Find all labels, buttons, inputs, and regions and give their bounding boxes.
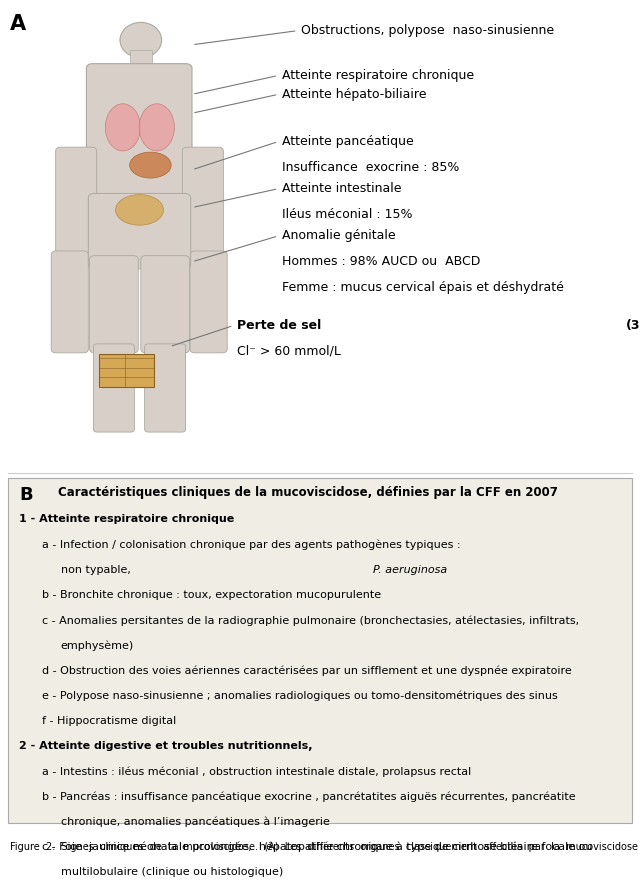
Text: a - Infection / colonisation chronique par des agents pathogènes typiques :: a - Infection / colonisation chronique p…	[42, 539, 464, 550]
Text: multilobulaire (clinique ou histologique): multilobulaire (clinique ou histologique…	[61, 867, 283, 878]
Text: Caractéristiques cliniques de la mucoviscidose, définies par la CFF en 2007: Caractéristiques cliniques de la mucovis…	[58, 486, 557, 498]
Bar	[130, 50, 152, 69]
Text: Atteinte hépato-biliaire: Atteinte hépato-biliaire	[282, 88, 430, 101]
FancyBboxPatch shape	[90, 255, 138, 352]
Text: Cl⁻ > 60 mmol/L: Cl⁻ > 60 mmol/L	[237, 345, 340, 358]
Text: Insufficance  exocrine : 85%: Insufficance exocrine : 85%	[282, 161, 459, 174]
Ellipse shape	[105, 104, 141, 151]
FancyBboxPatch shape	[88, 193, 191, 269]
FancyBboxPatch shape	[86, 64, 192, 203]
Bar	[99, 354, 154, 387]
Text: A: A	[10, 14, 26, 34]
Text: Obstructions, polypose  naso-sinusienne: Obstructions, polypose naso-sinusienne	[301, 24, 558, 37]
Text: P. aeruginosa: P. aeruginosa	[372, 564, 447, 575]
Text: Femme : mucus cervical épais et déshydraté: Femme : mucus cervical épais et déshydra…	[282, 281, 563, 295]
FancyBboxPatch shape	[190, 251, 227, 352]
FancyBboxPatch shape	[182, 147, 223, 258]
Text: Perte de sel: Perte de sel	[237, 319, 325, 332]
Text: 1 - Atteinte respiratoire chronique: 1 - Atteinte respiratoire chronique	[19, 514, 234, 524]
Text: Iléus méconial : 15%: Iléus méconial : 15%	[282, 208, 412, 221]
Text: a - Intestins : iléus méconial , obstruction intestinale distale, prolapsus rect: a - Intestins : iléus méconial , obstruc…	[42, 766, 471, 777]
FancyBboxPatch shape	[51, 251, 88, 352]
FancyBboxPatch shape	[56, 147, 97, 258]
FancyBboxPatch shape	[145, 344, 186, 432]
Text: Atteinte intestinale: Atteinte intestinale	[282, 182, 405, 195]
Ellipse shape	[129, 152, 172, 178]
Text: f - Hippocratisme digital: f - Hippocratisme digital	[42, 716, 176, 726]
Text: 2 - Atteinte digestive et troubles nutritionnels,: 2 - Atteinte digestive et troubles nutri…	[19, 741, 312, 751]
FancyBboxPatch shape	[141, 255, 189, 352]
Text: emphysème): emphysème)	[61, 640, 134, 651]
Text: (3): (3)	[626, 319, 640, 332]
Text: b - Pancréas : insuffisance pancéatique exocrine , pancrétatites aiguës récurren: b - Pancréas : insuffisance pancéatique …	[42, 791, 575, 802]
Text: b - Bronchite chronique : toux, expectoration mucopurulente: b - Bronchite chronique : toux, expector…	[42, 590, 381, 600]
Ellipse shape	[140, 104, 174, 151]
Ellipse shape	[116, 195, 164, 225]
Text: Hommes : 98% AUCD ou  ABCD: Hommes : 98% AUCD ou ABCD	[282, 255, 480, 268]
Text: c - Foie :jaunice néonatale prolongée,  hépatopathie chronique à type de cirrhos: c - Foie :jaunice néonatale prolongée, h…	[42, 842, 593, 853]
Text: Atteinte respiratoire chronique: Atteinte respiratoire chronique	[282, 69, 477, 82]
Text: chronique, anomalies pancéatiques à l’imagerie: chronique, anomalies pancéatiques à l’im…	[61, 817, 330, 827]
Text: d - Obstruction des voies aériennes caractérisées par un sifflement et une dyspn: d - Obstruction des voies aériennes cara…	[42, 666, 572, 676]
Text: Figure  2.  Signes  cliniques  de  la  mucoviscidose.  (A)  Les  différents  org: Figure 2. Signes cliniques de la mucovis…	[10, 841, 637, 852]
Text: Anomalie génitale: Anomalie génitale	[282, 230, 399, 242]
Ellipse shape	[120, 22, 162, 58]
Text: c - Anomalies persitantes de la radiographie pulmonaire (bronchectasies, atélect: c - Anomalies persitantes de la radiogra…	[42, 615, 579, 626]
FancyBboxPatch shape	[93, 344, 134, 432]
Text: Atteinte pancéatique: Atteinte pancéatique	[282, 135, 417, 148]
Text: B: B	[19, 486, 33, 504]
FancyBboxPatch shape	[8, 478, 632, 823]
Text: e - Polypose naso-sinusienne ; anomalies radiologiques ou tomo-densitométriques : e - Polypose naso-sinusienne ; anomalies…	[42, 691, 558, 701]
Text: non typable,: non typable,	[61, 564, 134, 575]
